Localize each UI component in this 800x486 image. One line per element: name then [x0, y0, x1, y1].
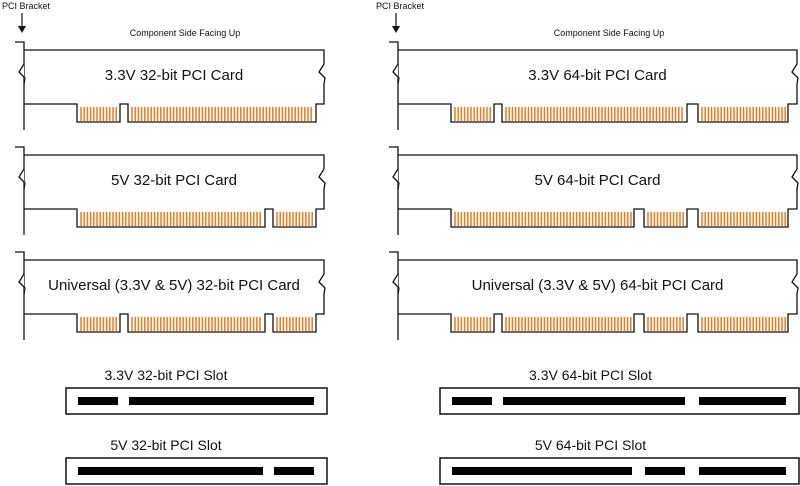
slot-label: 5V 32-bit PCI Slot — [110, 437, 221, 453]
card-outline — [398, 259, 799, 333]
bracket-arrow-icon — [18, 26, 26, 33]
pci-bracket — [15, 146, 25, 235]
slot-contact-bar — [699, 467, 786, 475]
pci-slot: 3.3V 64-bit PCI Slot — [439, 367, 800, 415]
slot-contact-bar — [503, 397, 685, 405]
card-label: Universal (3.3V & 5V) 64-bit PCI Card — [472, 277, 724, 294]
pci-card: Universal (3.3V & 5V) 64-bit PCI Card — [389, 251, 799, 340]
card-break-left — [392, 273, 400, 295]
pci-bracket — [389, 146, 399, 235]
pci-card: 3.3V 32-bit PCI Card — [15, 41, 326, 130]
card-outline — [24, 259, 326, 333]
pci-bracket — [389, 41, 399, 130]
slot-contact-bar — [645, 467, 685, 475]
slot-label: 3.3V 64-bit PCI Slot — [529, 367, 652, 383]
pci-bracket — [15, 251, 25, 340]
card-label: 5V 32-bit PCI Card — [111, 172, 237, 189]
card-label: 3.3V 32-bit PCI Card — [105, 67, 243, 84]
pci-bracket — [15, 41, 25, 130]
card-break-left — [18, 273, 26, 295]
slot-label: 3.3V 32-bit PCI Slot — [105, 367, 228, 383]
pci-slot: 5V 32-bit PCI Slot — [65, 437, 328, 485]
card-outline — [398, 49, 799, 123]
component-side-label: Component Side Facing Up — [130, 28, 241, 38]
card-outline — [24, 49, 326, 123]
slot-contact-bar — [452, 467, 632, 475]
slot-label: 5V 64-bit PCI Slot — [535, 437, 646, 453]
card-outline — [398, 154, 799, 228]
pci-card: 3.3V 64-bit PCI Card — [389, 41, 799, 130]
slot-contact-bar — [452, 397, 492, 405]
card-break-left — [392, 63, 400, 85]
bracket-arrow-icon — [392, 26, 400, 33]
slot-contact-bar — [129, 397, 314, 405]
card-label: 3.3V 64-bit PCI Card — [528, 67, 666, 84]
card-label: 5V 64-bit PCI Card — [535, 172, 661, 189]
card-break-left — [392, 168, 400, 190]
pci-card: 5V 64-bit PCI Card — [389, 146, 799, 235]
card-outline — [24, 154, 326, 228]
pci-card: Universal (3.3V & 5V) 32-bit PCI Card — [15, 251, 326, 340]
slot-contact-bar — [78, 467, 263, 475]
slot-contact-bar — [78, 397, 118, 405]
component-side-label: Component Side Facing Up — [554, 28, 665, 38]
pci-bracket-label: PCI Bracket — [2, 1, 51, 11]
card-label: Universal (3.3V & 5V) 32-bit PCI Card — [48, 277, 300, 294]
slot-contact-bar — [699, 397, 786, 405]
pci-slot: 3.3V 32-bit PCI Slot — [65, 367, 328, 415]
card-break-left — [18, 168, 26, 190]
pci-slot: 5V 64-bit PCI Slot — [439, 437, 800, 485]
card-break-left — [18, 63, 26, 85]
pci-bracket — [389, 251, 399, 340]
pci-bracket-label: PCI Bracket — [376, 1, 425, 11]
slot-contact-bar — [274, 467, 314, 475]
pci-card: 5V 32-bit PCI Card — [15, 146, 326, 235]
